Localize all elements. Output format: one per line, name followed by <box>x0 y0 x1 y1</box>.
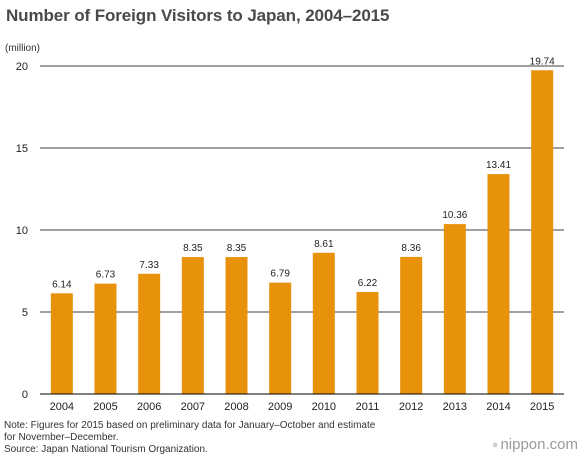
bar-chart: 0 5 10 15 20 6.14 2004 6.73 2005 7.33 2006 8.35 2007… <box>16 56 564 410</box>
bar <box>443 224 466 394</box>
note-line-2: for November–December. <box>4 432 119 443</box>
y-tick-label: 10 <box>16 225 28 237</box>
x-tick-label: 2008 <box>224 401 248 410</box>
x-tick-label: 2012 <box>399 401 423 410</box>
bar <box>225 257 248 394</box>
x-tick-label: 2006 <box>137 401 161 410</box>
y-tick-label: 5 <box>22 307 28 319</box>
brand-logo: ● nippon.com <box>492 436 578 453</box>
x-tick-label: 2010 <box>312 401 336 410</box>
bar-value-label: 6.79 <box>270 269 290 280</box>
y-tick-label: 15 <box>16 143 28 155</box>
bar-value-label: 8.61 <box>314 239 334 250</box>
bar <box>94 283 117 394</box>
bar-value-label: 19.74 <box>530 56 555 67</box>
bar <box>356 291 379 394</box>
bar <box>181 257 204 394</box>
bar <box>269 282 292 394</box>
bar <box>531 70 554 394</box>
bar <box>400 256 423 394</box>
bar-value-label: 10.36 <box>442 210 467 221</box>
bar-value-label: 6.14 <box>52 279 72 290</box>
x-tick-label: 2011 <box>356 401 380 410</box>
x-tick-label: 2015 <box>530 401 554 410</box>
bar-value-label: 8.35 <box>183 243 203 254</box>
bar-value-label: 6.22 <box>358 278 378 289</box>
y-tick-label: 0 <box>22 389 28 401</box>
bar-value-label: 13.41 <box>486 160 511 171</box>
x-tick-label: 2004 <box>50 401 74 410</box>
brand-dot-icon: ● <box>491 439 499 451</box>
y-tick-label: 20 <box>16 61 28 73</box>
footnotes: Note: Figures for 2015 based on prelimin… <box>4 420 375 456</box>
bar-value-label: 6.73 <box>96 270 116 281</box>
bar-value-label: 7.33 <box>139 260 159 271</box>
x-tick-label: 2007 <box>181 401 205 410</box>
bar <box>312 252 335 394</box>
y-axis-unit-label: (million) <box>5 43 40 54</box>
x-tick-label: 2009 <box>268 401 292 410</box>
bar <box>138 273 161 394</box>
bar <box>487 174 510 394</box>
bar <box>50 293 73 394</box>
x-tick-label: 2014 <box>486 401 510 410</box>
x-tick-label: 2005 <box>93 401 117 410</box>
note-line-1: Note: Figures for 2015 based on prelimin… <box>4 420 376 431</box>
bar-value-label: 8.35 <box>227 243 247 254</box>
chart-title: Number of Foreign Visitors to Japan, 200… <box>6 6 390 25</box>
bar-value-label: 8.36 <box>401 243 421 254</box>
source-line: Source: Japan National Tourism Organizat… <box>4 444 208 455</box>
x-tick-label: 2013 <box>443 401 467 410</box>
brand-name: nippon.com <box>500 436 578 453</box>
